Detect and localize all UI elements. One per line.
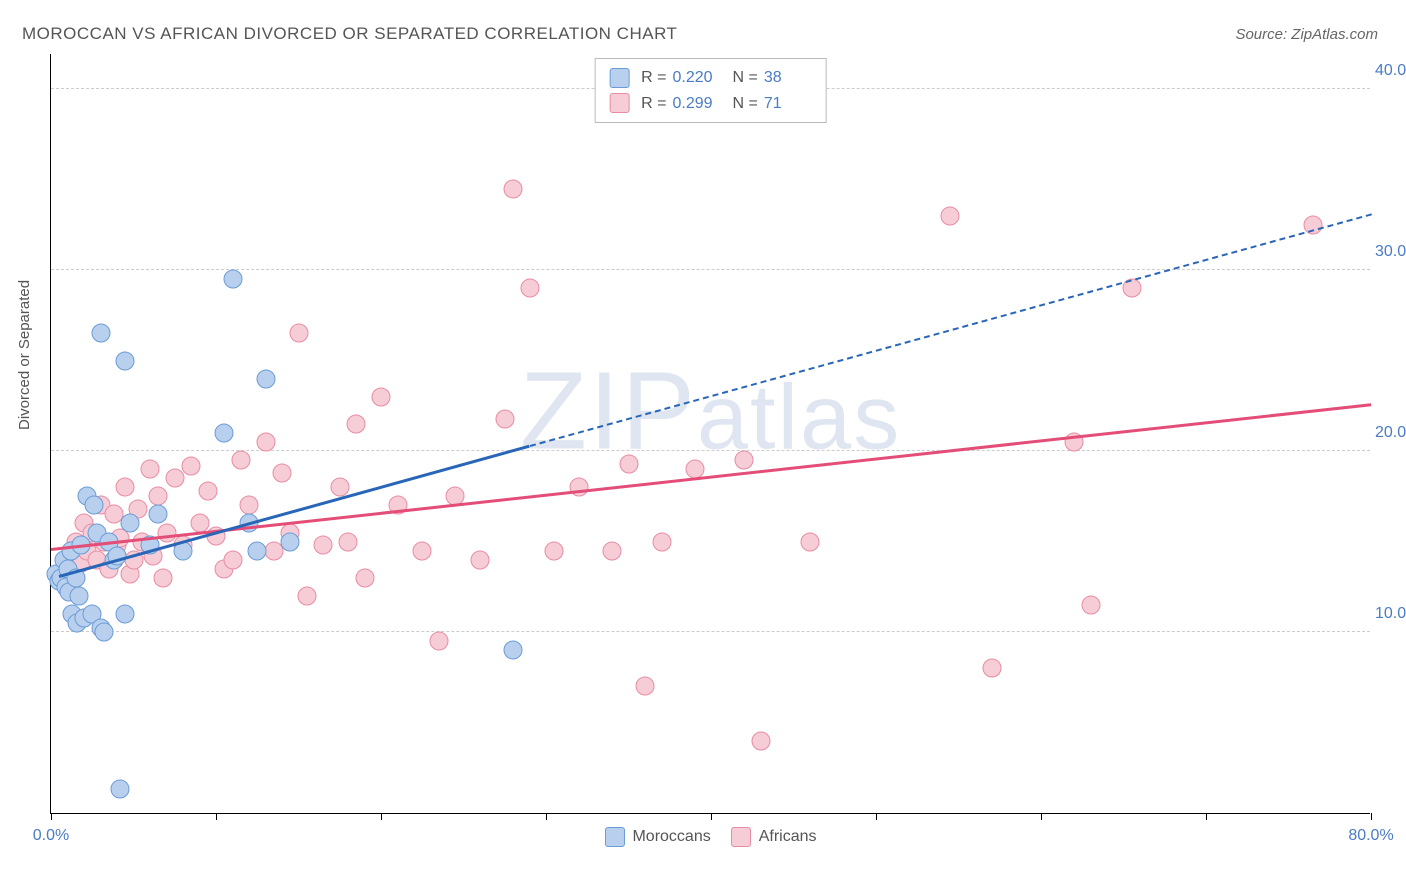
source-credit: Source: ZipAtlas.com xyxy=(1235,26,1378,43)
data-point-moroccans xyxy=(70,586,89,605)
x-tick-label: 0.0% xyxy=(33,827,69,845)
gridline-h xyxy=(51,631,1370,632)
data-point-moroccans xyxy=(281,532,300,551)
y-tick-label: 30.0% xyxy=(1375,243,1406,261)
legend-stats-row-moroccans: R = 0.220 N = 38 xyxy=(609,65,812,91)
data-point-moroccans xyxy=(504,641,523,660)
r-label: R = xyxy=(641,91,666,117)
x-tick xyxy=(546,813,547,820)
data-point-moroccans xyxy=(111,780,130,799)
data-point-africans xyxy=(330,478,349,497)
data-point-moroccans xyxy=(116,604,135,623)
data-point-africans xyxy=(636,677,655,696)
data-point-africans xyxy=(520,279,539,298)
data-point-africans xyxy=(735,451,754,470)
swatch-moroccans xyxy=(604,827,624,847)
watermark: ZIPatlas xyxy=(520,347,901,474)
legend-label-moroccans: Moroccans xyxy=(632,828,710,846)
data-point-africans xyxy=(157,523,176,542)
data-point-moroccans xyxy=(149,505,168,524)
legend-series: Moroccans Africans xyxy=(604,827,816,847)
data-point-africans xyxy=(240,496,259,515)
data-point-africans xyxy=(570,478,589,497)
n-value-moroccans: 38 xyxy=(764,65,812,91)
data-point-africans xyxy=(941,206,960,225)
x-tick xyxy=(711,813,712,820)
y-tick-label: 40.0% xyxy=(1375,62,1406,80)
data-point-africans xyxy=(154,568,173,587)
data-point-moroccans xyxy=(91,324,110,343)
y-axis-label: Divorced or Separated xyxy=(16,280,33,430)
y-tick-label: 10.0% xyxy=(1375,605,1406,623)
legend-stats: R = 0.220 N = 38 R = 0.299 N = 71 xyxy=(594,58,827,123)
data-point-africans xyxy=(495,409,514,428)
data-point-moroccans xyxy=(84,496,103,515)
data-point-moroccans xyxy=(116,351,135,370)
data-point-africans xyxy=(289,324,308,343)
swatch-africans xyxy=(609,93,629,113)
data-point-africans xyxy=(801,532,820,551)
data-point-africans xyxy=(429,632,448,651)
data-point-africans xyxy=(314,536,333,555)
data-point-africans xyxy=(339,532,358,551)
swatch-moroccans xyxy=(609,68,629,88)
data-point-africans xyxy=(116,478,135,497)
chart-title: MOROCCAN VS AFRICAN DIVORCED OR SEPARATE… xyxy=(22,24,677,44)
data-point-africans xyxy=(256,433,275,452)
gridline-h xyxy=(51,450,1370,451)
n-label: N = xyxy=(733,65,758,91)
data-point-africans xyxy=(413,541,432,560)
data-point-africans xyxy=(182,456,201,475)
data-point-africans xyxy=(504,179,523,198)
data-point-africans xyxy=(149,487,168,506)
data-point-moroccans xyxy=(223,270,242,289)
legend-stats-row-africans: R = 0.299 N = 71 xyxy=(609,91,812,117)
data-point-africans xyxy=(982,659,1001,678)
data-point-africans xyxy=(297,586,316,605)
x-tick-label: 80.0% xyxy=(1348,827,1393,845)
data-point-moroccans xyxy=(94,623,113,642)
x-tick xyxy=(381,813,382,820)
data-point-africans xyxy=(273,463,292,482)
legend-item-moroccans: Moroccans xyxy=(604,827,710,847)
data-point-africans xyxy=(165,469,184,488)
x-tick xyxy=(1206,813,1207,820)
data-point-africans xyxy=(603,541,622,560)
data-point-africans xyxy=(471,550,490,569)
data-point-moroccans xyxy=(215,424,234,443)
data-point-africans xyxy=(347,414,366,433)
data-point-africans xyxy=(1081,595,1100,614)
data-point-africans xyxy=(223,550,242,569)
plot-area: ZIPatlas R = 0.220 N = 38 R = 0.299 N = … xyxy=(50,54,1370,814)
n-value-africans: 71 xyxy=(764,91,812,117)
r-value-moroccans: 0.220 xyxy=(673,65,721,91)
x-tick xyxy=(51,813,52,820)
x-tick xyxy=(1371,813,1372,820)
x-tick xyxy=(216,813,217,820)
n-label: N = xyxy=(733,91,758,117)
data-point-moroccans xyxy=(121,514,140,533)
trend-line-extrapolated xyxy=(529,214,1371,448)
data-point-africans xyxy=(372,387,391,406)
data-point-africans xyxy=(652,532,671,551)
data-point-africans xyxy=(545,541,564,560)
data-point-africans xyxy=(141,460,160,479)
data-point-africans xyxy=(355,568,374,587)
data-point-africans xyxy=(619,454,638,473)
swatch-africans xyxy=(731,827,751,847)
trend-line xyxy=(51,403,1371,551)
legend-label-africans: Africans xyxy=(759,828,817,846)
data-point-moroccans xyxy=(248,541,267,560)
x-tick xyxy=(1041,813,1042,820)
legend-item-africans: Africans xyxy=(731,827,817,847)
r-label: R = xyxy=(641,65,666,91)
data-point-africans xyxy=(198,481,217,500)
x-tick xyxy=(876,813,877,820)
y-tick-label: 20.0% xyxy=(1375,424,1406,442)
data-point-moroccans xyxy=(256,369,275,388)
data-point-africans xyxy=(231,451,250,470)
data-point-africans xyxy=(751,731,770,750)
r-value-africans: 0.299 xyxy=(673,91,721,117)
